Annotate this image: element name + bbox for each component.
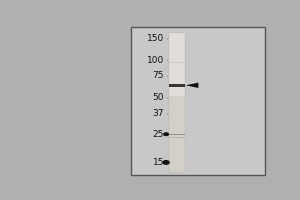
- Bar: [169, 62, 185, 63]
- Text: 150: 150: [147, 34, 164, 43]
- Polygon shape: [186, 83, 198, 88]
- Bar: [169, 96, 185, 172]
- Text: 75: 75: [153, 71, 164, 80]
- Bar: [169, 137, 185, 138]
- Text: 15: 15: [153, 158, 164, 167]
- Bar: [130, 27, 266, 175]
- Circle shape: [163, 132, 169, 136]
- Bar: [169, 134, 185, 135]
- Circle shape: [162, 160, 170, 165]
- Bar: [169, 33, 185, 96]
- Text: 50: 50: [153, 93, 164, 102]
- Text: 100: 100: [147, 56, 164, 65]
- Bar: [169, 33, 185, 172]
- Text: 37: 37: [153, 109, 164, 118]
- Bar: [169, 84, 185, 87]
- Text: 25: 25: [153, 130, 164, 139]
